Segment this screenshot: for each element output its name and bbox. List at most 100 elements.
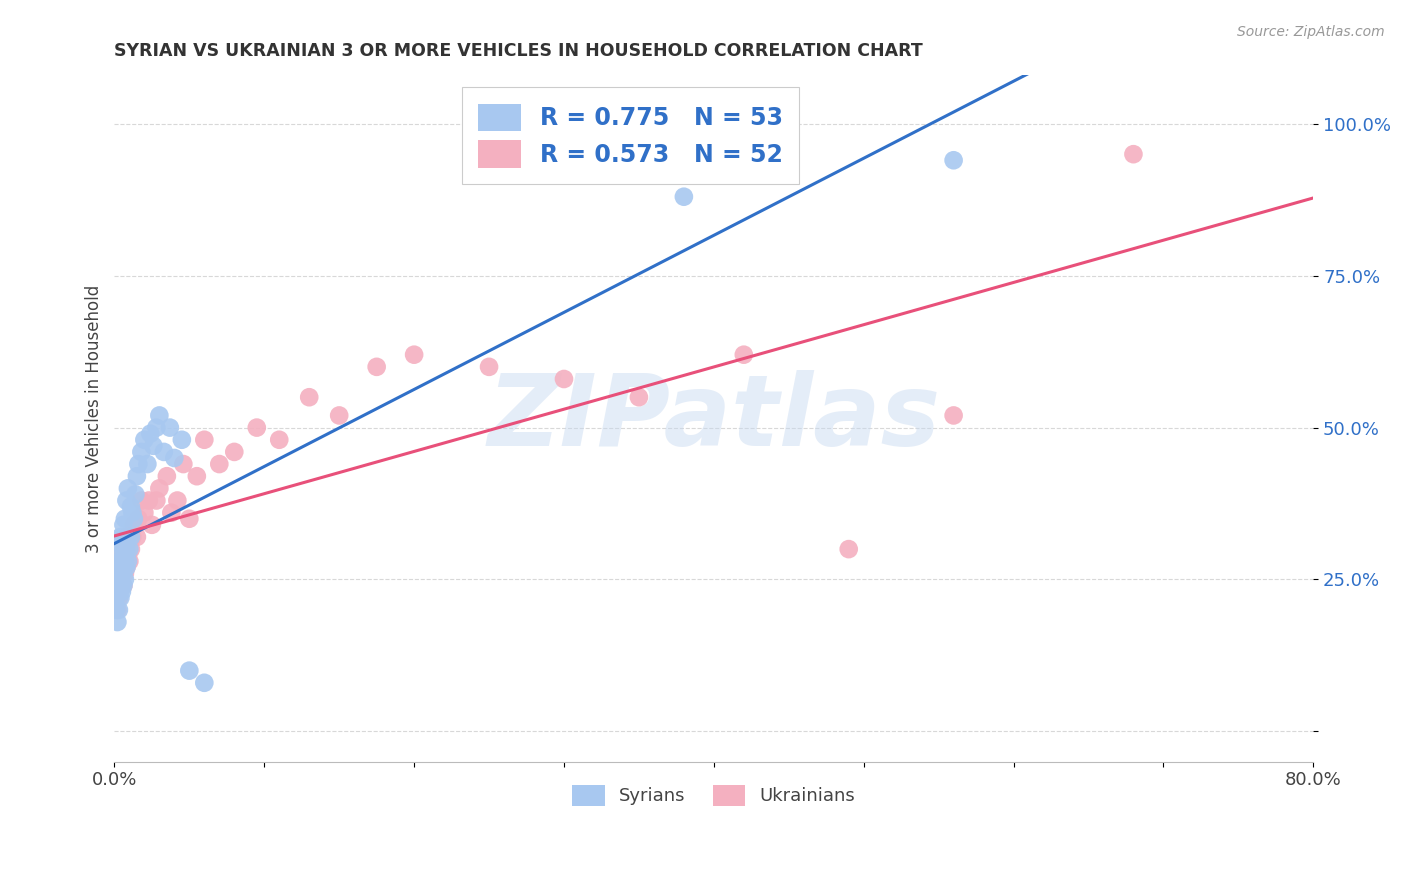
- Point: [117, 481, 139, 495]
- Point: [942, 409, 965, 423]
- Point: [148, 481, 170, 495]
- Point: [269, 433, 291, 447]
- Point: [838, 542, 860, 557]
- Point: [114, 542, 136, 557]
- Point: [118, 554, 141, 568]
- Y-axis label: 3 or more Vehicles in Household: 3 or more Vehicles in Household: [86, 285, 103, 553]
- Point: [186, 469, 208, 483]
- Point: [125, 469, 148, 483]
- Point: [108, 560, 131, 574]
- Point: [159, 420, 181, 434]
- Point: [134, 433, 156, 447]
- Point: [104, 603, 127, 617]
- Point: [117, 530, 139, 544]
- Point: [104, 591, 127, 605]
- Point: [127, 457, 149, 471]
- Point: [104, 573, 127, 587]
- Point: [108, 554, 131, 568]
- Point: [111, 548, 134, 562]
- Point: [112, 578, 135, 592]
- Point: [478, 359, 501, 374]
- Point: [139, 426, 162, 441]
- Point: [111, 566, 134, 581]
- Point: [125, 530, 148, 544]
- Point: [131, 445, 153, 459]
- Point: [553, 372, 575, 386]
- Point: [298, 390, 321, 404]
- Point: [672, 190, 695, 204]
- Point: [110, 560, 132, 574]
- Point: [193, 675, 215, 690]
- Point: [110, 573, 132, 587]
- Point: [404, 348, 426, 362]
- Point: [108, 573, 131, 587]
- Point: [124, 487, 146, 501]
- Point: [138, 493, 160, 508]
- Point: [627, 390, 650, 404]
- Point: [179, 512, 201, 526]
- Text: SYRIAN VS UKRAINIAN 3 OR MORE VEHICLES IN HOUSEHOLD CORRELATION CHART: SYRIAN VS UKRAINIAN 3 OR MORE VEHICLES I…: [114, 42, 924, 60]
- Point: [114, 573, 136, 587]
- Text: ZIPatlas: ZIPatlas: [488, 370, 941, 467]
- Point: [179, 664, 201, 678]
- Point: [136, 457, 159, 471]
- Point: [111, 530, 134, 544]
- Point: [120, 542, 142, 557]
- Point: [145, 493, 167, 508]
- Point: [111, 566, 134, 581]
- Point: [118, 542, 141, 557]
- Point: [328, 409, 350, 423]
- Point: [112, 578, 135, 592]
- Point: [121, 506, 143, 520]
- Point: [122, 512, 145, 526]
- Point: [166, 493, 188, 508]
- Point: [121, 530, 143, 544]
- Point: [163, 450, 186, 465]
- Point: [108, 603, 131, 617]
- Point: [114, 512, 136, 526]
- Point: [112, 517, 135, 532]
- Point: [107, 603, 129, 617]
- Point: [153, 445, 176, 459]
- Point: [114, 566, 136, 581]
- Point: [117, 554, 139, 568]
- Point: [160, 506, 183, 520]
- Point: [142, 439, 165, 453]
- Point: [366, 359, 388, 374]
- Point: [108, 591, 131, 605]
- Point: [246, 420, 269, 434]
- Point: [117, 548, 139, 562]
- Point: [110, 578, 132, 592]
- Point: [112, 542, 135, 557]
- Point: [224, 445, 246, 459]
- Point: [141, 517, 163, 532]
- Point: [115, 560, 138, 574]
- Point: [942, 153, 965, 168]
- Point: [120, 500, 142, 514]
- Point: [156, 469, 179, 483]
- Point: [112, 554, 135, 568]
- Point: [148, 409, 170, 423]
- Point: [110, 591, 132, 605]
- Point: [110, 554, 132, 568]
- Point: [111, 554, 134, 568]
- Point: [115, 530, 138, 544]
- Point: [107, 578, 129, 592]
- Point: [1122, 147, 1144, 161]
- Point: [108, 578, 131, 592]
- Point: [108, 542, 131, 557]
- Point: [170, 433, 193, 447]
- Point: [134, 506, 156, 520]
- Point: [733, 348, 755, 362]
- Point: [112, 560, 135, 574]
- Point: [110, 530, 132, 544]
- Legend: Syrians, Ukrainians: Syrians, Ukrainians: [564, 776, 865, 814]
- Point: [115, 542, 138, 557]
- Point: [107, 615, 129, 629]
- Text: Source: ZipAtlas.com: Source: ZipAtlas.com: [1237, 25, 1385, 39]
- Point: [115, 560, 138, 574]
- Point: [120, 530, 142, 544]
- Point: [122, 517, 145, 532]
- Point: [208, 457, 231, 471]
- Point: [107, 566, 129, 581]
